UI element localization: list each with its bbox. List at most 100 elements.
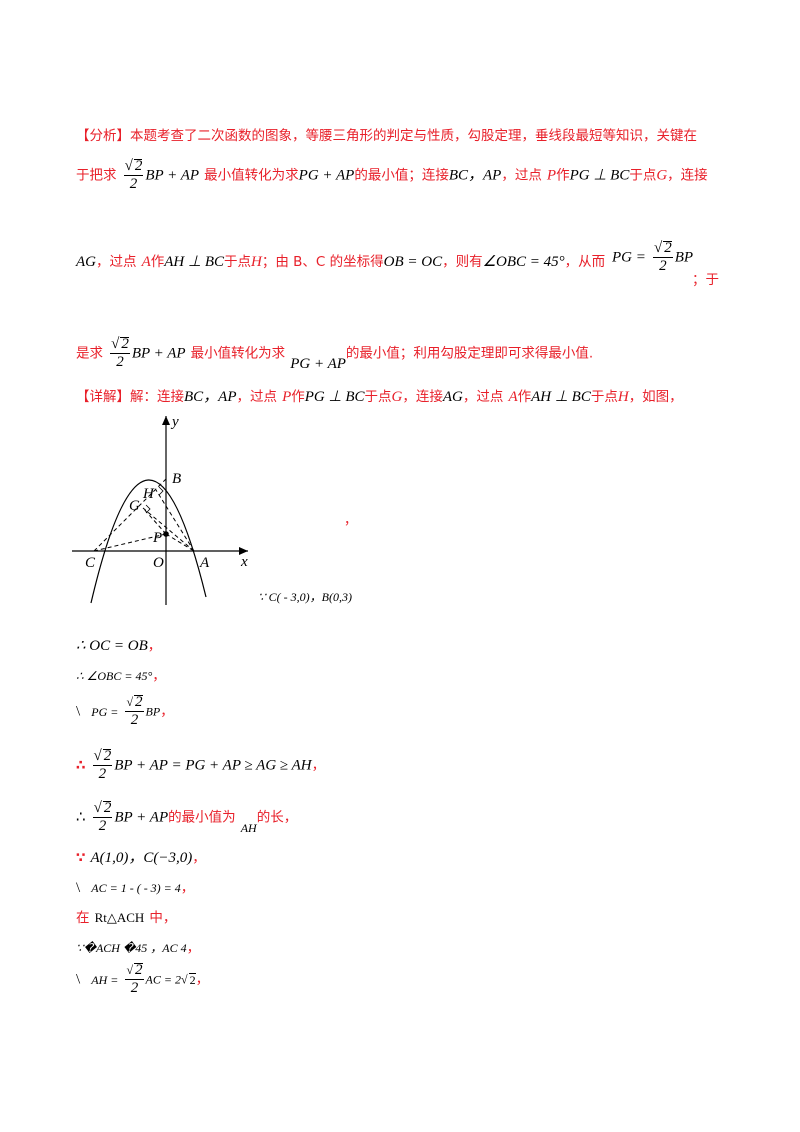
text-segment: ，从而 — [564, 254, 606, 270]
denominator: 2 — [129, 176, 138, 192]
label-G: G — [129, 498, 140, 514]
text-segment: 的最小值；连接 — [354, 167, 449, 184]
point-P-dot — [163, 531, 169, 537]
punctuation: ， — [311, 757, 326, 774]
step-3: ∴ ∠OBC = 45°， — [76, 664, 166, 684]
text-segment: 作 — [556, 167, 570, 184]
label-C: C — [85, 555, 96, 571]
analysis-tag: 【分析】 — [76, 128, 130, 144]
math-symbol: \ — [76, 703, 81, 720]
math-expression: AG — [442, 389, 463, 405]
y-axis-arrow — [162, 416, 170, 425]
step-11: \ AH = √ 2 2 AC = 2√ 2， — [76, 962, 210, 997]
punctuation: ， — [195, 971, 210, 988]
math-expression: PG + AP — [298, 167, 355, 184]
math-expression: AH ⊥ BC — [531, 389, 591, 405]
step-5: ∴ √ 2 2 BP + AP = PG + AP ≥ AG ≥ AH， — [76, 748, 325, 782]
label-H: H — [142, 486, 155, 502]
fraction-sqrt2-over-2: √ 2 2 — [125, 694, 144, 728]
text-segment: 作 — [291, 389, 305, 405]
text-segment: 的长， — [256, 809, 298, 826]
segment-CB — [93, 478, 167, 552]
analysis-pg-formula: PG = √ 2 2 BP — [612, 240, 693, 274]
math-expression: Rt△ACH — [94, 910, 145, 925]
fraction-sqrt2-over-2: √ 2 2 — [652, 240, 673, 274]
analysis-line-3: AG，过点 A作AH ⊥ BC于点H；由 B、C 的坐标得OB = OC，则有∠… — [76, 250, 605, 271]
label-y: y — [170, 414, 179, 430]
text-segment: 作 — [517, 389, 532, 405]
segment-AH — [155, 489, 195, 552]
detail-line: 【详解】解：连接BC，AP，过点 P作PG ⊥ BC于点G，连接AG，过点 A作… — [76, 385, 683, 406]
math-expression: PG = — [91, 704, 119, 719]
label-O: O — [153, 555, 164, 571]
text-segment: 于点 — [364, 389, 392, 405]
punctuation: ， — [180, 880, 195, 896]
sqrt-value: 2 — [134, 962, 143, 978]
label-A: A — [199, 555, 210, 571]
denominator: 2 — [130, 980, 139, 996]
step-7: ∵ A(1,0)，C(−3,0)， — [76, 846, 206, 867]
math-expression: AH — [240, 820, 257, 835]
math-expression: ∴ OC = OB — [76, 638, 148, 654]
fraction-sqrt2-over-2: √ 2 2 — [92, 748, 113, 782]
step-2: ∴ OC = OB， — [76, 634, 161, 655]
text-segment: ，过点 — [501, 167, 542, 184]
analysis-intro: 本题考查了二次函数的图象，等腰三角形的判定与性质，勾股定理，垂线段最短等知识，关… — [130, 128, 697, 144]
sqrt-value: 2 — [133, 158, 143, 174]
text-segment: 于点 — [590, 389, 618, 405]
point-label: H — [251, 254, 262, 270]
fraction-sqrt2-over-2: √ 2 2 — [92, 800, 113, 834]
math-expression: BC，AP — [184, 389, 237, 405]
math-symbol: ∴ — [76, 809, 86, 826]
text-segment: ；由 B、C 的坐标得 — [261, 254, 384, 270]
denominator: 2 — [98, 818, 107, 834]
sqrt-value: 2 — [188, 972, 196, 987]
segment-CP — [93, 533, 167, 552]
detail-tag: 【详解】 — [76, 389, 130, 405]
text-segment: ，连接 — [667, 167, 708, 184]
math-expression: BP + AP — [114, 809, 169, 826]
parabola-figure: y x B H G P C O A ， — [72, 414, 357, 605]
fraction-sqrt2-over-2: √ 2 2 — [125, 962, 144, 996]
math-expression: OB = OC — [383, 254, 443, 270]
text-segment: 于把求 — [76, 167, 117, 184]
sqrt-value: 2 — [102, 748, 112, 764]
label-P: P — [152, 530, 162, 546]
math-symbol: ∵ — [76, 850, 86, 866]
figure-comma: ， — [344, 513, 357, 528]
denominator: 2 — [130, 712, 139, 728]
math-expression: BP + AP = PG + AP ≥ AG ≥ AH — [114, 757, 312, 774]
label-B: B — [172, 471, 181, 487]
math-expression: AH ⊥ BC — [164, 254, 224, 270]
point-label: A — [508, 389, 518, 405]
math-expression: AG — [76, 254, 96, 270]
math-expression: ∴ ∠OBC = 45° — [76, 669, 153, 683]
text-segment: 的最小值为 — [168, 809, 236, 826]
math-expression: PG ⊥ BC — [304, 389, 365, 405]
denominator: 2 — [116, 354, 124, 370]
point-label: H — [617, 389, 629, 405]
fraction-sqrt2-over-2: √ 2 2 — [110, 336, 130, 370]
denominator: 2 — [659, 258, 667, 274]
text-segment: ，过点 — [236, 389, 278, 405]
sqrt-value: 2 — [134, 694, 143, 710]
math-symbol: \ — [76, 971, 81, 988]
text-segment: 是求 — [76, 345, 103, 362]
math-expression: AH = — [91, 972, 119, 987]
step-6: ∴ √ 2 2 BP + AP的最小值为 AH的长， — [76, 800, 298, 835]
punctuation: ， — [186, 940, 201, 956]
text-segment: ，则有 — [442, 254, 483, 270]
point-label: G — [656, 167, 668, 184]
text-segment: 作 — [150, 254, 165, 270]
text-segment: 于点 — [224, 254, 251, 270]
text-segment: 中， — [149, 910, 177, 926]
text-segment: ，连接 — [402, 389, 443, 405]
text-segment: ，过点 — [96, 254, 137, 270]
punctuation: ， — [147, 638, 162, 654]
text-segment: ，如图， — [628, 389, 683, 405]
sqrt-value: 2 — [102, 800, 112, 816]
sqrt-value: 2 — [663, 240, 672, 256]
analysis-line-2: 于把求 √ 2 2 BP + AP 最小值转化为求PG + AP的最小值；连接BC… — [76, 158, 708, 192]
fraction-sqrt2-over-2: √ 2 2 — [123, 158, 144, 192]
math-expression: BP — [674, 249, 694, 266]
